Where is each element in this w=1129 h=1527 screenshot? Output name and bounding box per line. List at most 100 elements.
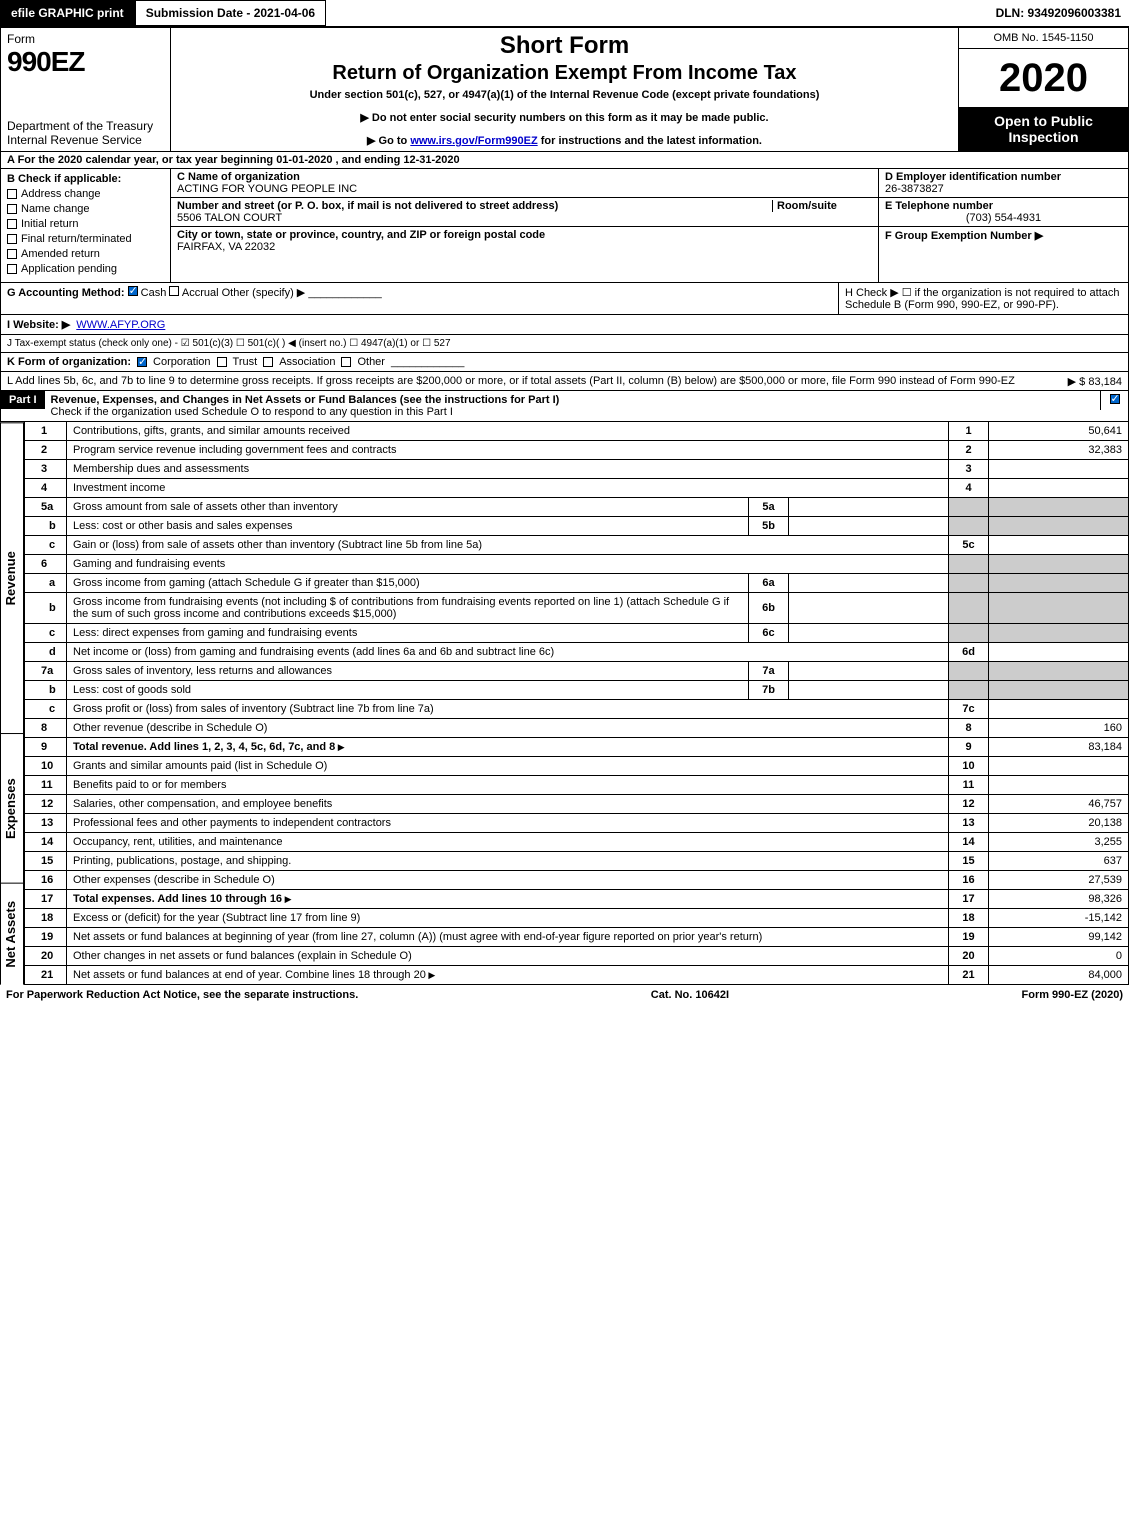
rnum	[949, 517, 989, 536]
rval	[989, 700, 1129, 719]
lnum: 13	[25, 814, 67, 833]
ldesc: Gross sales of inventory, less returns a…	[67, 662, 748, 680]
checkbox-icon	[7, 249, 17, 259]
rnum: 4	[949, 479, 989, 498]
expenses-label: Expenses	[0, 733, 24, 883]
cb-trust[interactable]	[217, 357, 227, 367]
rval	[989, 479, 1129, 498]
efile-button[interactable]: efile GRAPHIC print	[0, 0, 135, 26]
revenue-label: Revenue	[0, 422, 24, 733]
lnum: 5a	[25, 498, 67, 517]
line-8: 8Other revenue (describe in Schedule O)8…	[25, 719, 1129, 738]
form-word: Form	[7, 32, 164, 46]
rnum	[949, 555, 989, 574]
c-street-label: Number and street (or P. O. box, if mail…	[177, 200, 772, 212]
goto-instruction: ▶ Go to www.irs.gov/Form990EZ for instru…	[181, 134, 948, 147]
lnum: 20	[25, 947, 67, 966]
part1-check-o[interactable]	[1100, 391, 1128, 410]
cb-name-change[interactable]: Name change	[7, 203, 164, 215]
cb-accrual[interactable]	[169, 286, 179, 296]
page-footer: For Paperwork Reduction Act Notice, see …	[0, 985, 1129, 1005]
line-10: 10Grants and similar amounts paid (list …	[25, 757, 1129, 776]
ldesc: Net assets or fund balances at beginning…	[67, 928, 949, 947]
lnum: 17	[25, 890, 67, 909]
line-6b: bGross income from fundraising events (n…	[25, 593, 1129, 624]
cb-amended-return[interactable]: Amended return	[7, 248, 164, 260]
cb-final-return[interactable]: Final return/terminated	[7, 233, 164, 245]
ldesc: Program service revenue including govern…	[67, 441, 949, 460]
rval: 83,184	[989, 738, 1129, 757]
line-2: 2Program service revenue including gover…	[25, 441, 1129, 460]
rval	[989, 460, 1129, 479]
lnum: 16	[25, 871, 67, 890]
rval	[989, 662, 1129, 681]
line-9: 9Total revenue. Add lines 1, 2, 3, 4, 5c…	[25, 738, 1129, 757]
ldesc: Other changes in net assets or fund bala…	[67, 947, 949, 966]
g-label: G Accounting Method:	[7, 287, 125, 299]
lnum: b	[25, 681, 67, 700]
rnum	[949, 662, 989, 681]
cb-cash[interactable]	[128, 286, 138, 296]
l-text: L Add lines 5b, 6c, and 7b to line 9 to …	[7, 375, 1015, 387]
rval	[989, 624, 1129, 643]
line-7a: 7aGross sales of inventory, less returns…	[25, 662, 1129, 681]
checkbox-icon	[7, 264, 17, 274]
cb-assoc[interactable]	[263, 357, 273, 367]
subval	[788, 624, 948, 642]
lnum: c	[25, 624, 67, 643]
rval	[989, 681, 1129, 700]
cb-other[interactable]	[341, 357, 351, 367]
ldesc: Salaries, other compensation, and employ…	[67, 795, 949, 814]
line-20: 20Other changes in net assets or fund ba…	[25, 947, 1129, 966]
cb-address-change[interactable]: Address change	[7, 188, 164, 200]
d-ein-label: D Employer identification number	[885, 171, 1122, 183]
irs-link[interactable]: www.irs.gov/Form990EZ	[410, 135, 537, 147]
rval	[989, 643, 1129, 662]
subbox: 7a	[748, 662, 788, 680]
rval: 3,255	[989, 833, 1129, 852]
line-15: 15Printing, publications, postage, and s…	[25, 852, 1129, 871]
lnum: 8	[25, 719, 67, 738]
header-left: Form 990EZ Department of the Treasury In…	[1, 28, 171, 151]
rnum: 14	[949, 833, 989, 852]
footer-left: For Paperwork Reduction Act Notice, see …	[6, 989, 358, 1001]
subbox: 5a	[748, 498, 788, 516]
ldesc: Less: direct expenses from gaming and fu…	[67, 624, 748, 642]
cb-initial-return[interactable]: Initial return	[7, 218, 164, 230]
lnum: 19	[25, 928, 67, 947]
lnum: 15	[25, 852, 67, 871]
ein-value: 26-3873827	[885, 183, 1122, 195]
tel-value: (703) 554-4931	[885, 212, 1122, 224]
cb-label: Name change	[21, 203, 90, 215]
part1-desc: Revenue, Expenses, and Changes in Net As…	[45, 391, 1100, 421]
col-c: C Name of organization ACTING FOR YOUNG …	[171, 169, 878, 282]
part1-label: Part I	[1, 391, 45, 409]
rnum	[949, 624, 989, 643]
subbox: 5b	[748, 517, 788, 535]
ldesc: Total revenue. Add lines 1, 2, 3, 4, 5c,…	[73, 741, 335, 753]
rnum: 5c	[949, 536, 989, 555]
ldesc: Total expenses. Add lines 10 through 16	[73, 893, 282, 905]
cb-application-pending[interactable]: Application pending	[7, 263, 164, 275]
rnum: 2	[949, 441, 989, 460]
line-7c: cGross profit or (loss) from sales of in…	[25, 700, 1129, 719]
ldesc: Gaming and fundraising events	[67, 555, 949, 574]
rval: 84,000	[989, 966, 1129, 985]
checkbox-icon	[1110, 394, 1120, 404]
c-room-label: Room/suite	[772, 200, 872, 212]
rval	[989, 593, 1129, 624]
lnum: 7a	[25, 662, 67, 681]
g-other: Other (specify) ▶	[222, 287, 306, 299]
cb-corp[interactable]	[137, 357, 147, 367]
lnum: 21	[25, 966, 67, 985]
website-link[interactable]: WWW.AFYP.ORG	[76, 319, 165, 331]
lines-table: 1Contributions, gifts, grants, and simil…	[24, 422, 1129, 985]
line-5c: cGain or (loss) from sale of assets othe…	[25, 536, 1129, 555]
rnum: 11	[949, 776, 989, 795]
k-corp: Corporation	[153, 356, 210, 368]
rnum: 16	[949, 871, 989, 890]
header-center: Short Form Return of Organization Exempt…	[171, 28, 958, 151]
title-sub: Return of Organization Exempt From Incom…	[181, 62, 948, 85]
ldesc: Excess or (deficit) for the year (Subtra…	[67, 909, 949, 928]
row-i: I Website: ▶ WWW.AFYP.ORG	[0, 315, 1129, 335]
